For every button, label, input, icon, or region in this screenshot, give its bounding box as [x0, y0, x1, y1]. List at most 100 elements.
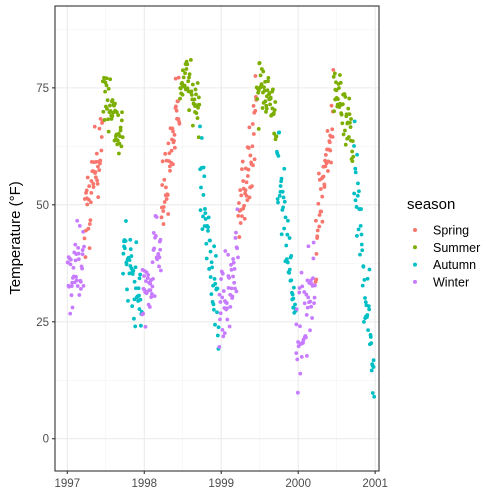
point-spring [171, 162, 175, 167]
point-autumn [206, 228, 210, 233]
point-winter [153, 234, 158, 238]
point-winter [80, 266, 84, 271]
point-winter [304, 312, 309, 317]
point-autumn [277, 130, 282, 135]
point-spring [162, 200, 167, 204]
point-spring [330, 134, 335, 139]
point-winter [296, 340, 300, 344]
point-autumn [138, 297, 143, 302]
point-spring [96, 195, 101, 200]
point-autumn [353, 170, 358, 175]
point-autumn [138, 272, 143, 277]
point-autumn [124, 219, 128, 223]
point-winter [305, 278, 310, 283]
point-autumn [137, 307, 142, 312]
point-autumn [283, 215, 288, 220]
point-autumn [358, 252, 362, 257]
point-winter [220, 295, 225, 300]
point-spring [244, 180, 249, 185]
point-autumn [137, 276, 142, 281]
point-spring [95, 178, 100, 183]
y-tick-label: 0 [43, 434, 49, 446]
point-autumn [201, 214, 205, 219]
point-spring [316, 171, 321, 176]
point-autumn [370, 391, 375, 395]
point-spring [320, 219, 325, 224]
point-autumn [360, 283, 365, 288]
point-winter [74, 278, 79, 283]
point-summer [195, 116, 200, 121]
point-winter [68, 257, 73, 262]
point-spring [82, 236, 87, 241]
point-winter [219, 277, 224, 281]
point-autumn [279, 232, 284, 237]
point-winter [69, 284, 74, 288]
point-summer [264, 103, 269, 108]
point-summer [186, 79, 191, 84]
point-winter [217, 345, 222, 349]
point-autumn [206, 215, 211, 220]
point-spring [165, 193, 170, 197]
point-winter [231, 274, 235, 279]
point-autumn [368, 335, 373, 339]
point-summer [101, 109, 106, 114]
point-spring [316, 201, 321, 206]
point-summer [113, 101, 117, 106]
point-autumn [212, 244, 217, 249]
point-spring [93, 175, 98, 180]
plot-border [54, 5, 380, 472]
point-autumn [361, 264, 366, 269]
point-summer [120, 135, 125, 140]
point-winter [217, 292, 222, 297]
y-tick-label: 50 [36, 200, 49, 212]
point-winter [232, 280, 237, 285]
point-winter [298, 324, 302, 329]
point-winter [145, 276, 150, 280]
point-autumn [352, 119, 357, 124]
point-spring [248, 153, 253, 158]
point-winter [295, 390, 300, 395]
point-winter [156, 251, 161, 256]
point-spring [176, 99, 180, 104]
point-winter [75, 218, 80, 223]
point-winter [70, 305, 75, 310]
legend: season Spring Summer Autumn Winter [407, 196, 480, 289]
point-winter [226, 286, 231, 290]
point-autumn [198, 208, 203, 213]
y-axis-title: Temperature (°F) [7, 181, 24, 295]
point-spring [329, 160, 333, 165]
point-winter [294, 322, 299, 327]
point-autumn [133, 265, 138, 270]
point-autumn [282, 166, 287, 171]
point-autumn [285, 260, 290, 265]
point-summer [258, 73, 263, 78]
point-spring [93, 170, 98, 174]
point-autumn [365, 276, 370, 281]
point-summer [183, 71, 187, 76]
point-autumn [132, 279, 137, 284]
point-summer [181, 75, 186, 80]
point-summer [260, 106, 265, 110]
point-summer [196, 105, 200, 110]
point-autumn [369, 368, 374, 373]
point-summer [347, 96, 352, 101]
point-summer [268, 95, 273, 100]
point-summer [108, 77, 113, 82]
point-summer [106, 86, 111, 91]
point-spring [246, 146, 251, 150]
point-spring [238, 221, 243, 225]
point-summer [256, 88, 261, 93]
point-summer [337, 105, 342, 109]
point-winter [310, 316, 315, 320]
point-summer [338, 80, 343, 85]
point-winter [229, 286, 234, 291]
point-summer [257, 61, 262, 65]
point-autumn [293, 302, 297, 307]
point-summer [339, 112, 344, 117]
point-summer [178, 86, 183, 91]
point-summer [264, 106, 269, 111]
point-spring [177, 121, 182, 126]
point-spring [160, 183, 165, 187]
point-summer [115, 138, 120, 143]
